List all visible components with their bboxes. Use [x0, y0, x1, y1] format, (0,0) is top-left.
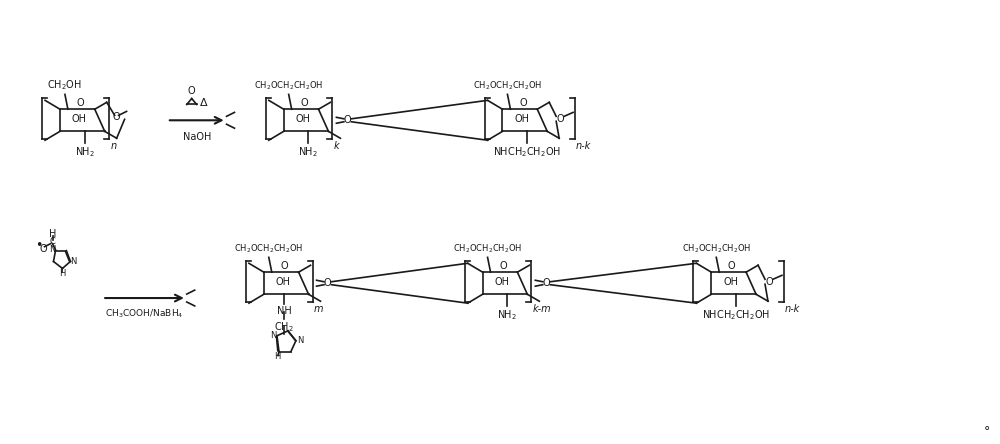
Text: O: O — [765, 277, 773, 287]
Text: NH$_2$: NH$_2$ — [298, 145, 318, 159]
Text: CH$_2$OH: CH$_2$OH — [47, 79, 82, 92]
Text: n: n — [111, 141, 117, 151]
Text: O: O — [113, 112, 120, 123]
Text: O: O — [556, 114, 564, 124]
Text: NHCH$_2$CH$_2$OH: NHCH$_2$CH$_2$OH — [493, 145, 561, 159]
Text: OH: OH — [494, 277, 509, 287]
Text: CH$_2$OCH$_2$CH$_2$OH: CH$_2$OCH$_2$CH$_2$OH — [473, 80, 542, 92]
Text: CH$_2$OCH$_2$CH$_2$OH: CH$_2$OCH$_2$CH$_2$OH — [234, 243, 303, 255]
Text: OH: OH — [276, 277, 291, 287]
Text: O: O — [280, 261, 288, 271]
Text: m: m — [314, 304, 323, 314]
Text: OH: OH — [296, 114, 311, 124]
Text: CH$_2$OCH$_2$CH$_2$OH: CH$_2$OCH$_2$CH$_2$OH — [254, 80, 323, 92]
Text: CH$_2$: CH$_2$ — [274, 320, 294, 334]
Text: O: O — [542, 278, 550, 288]
Text: N: N — [49, 245, 56, 254]
Text: C: C — [50, 237, 55, 246]
Text: O: O — [519, 98, 527, 108]
Text: H: H — [49, 229, 56, 239]
Text: k: k — [333, 141, 339, 151]
Text: •: • — [35, 239, 42, 252]
Text: O: O — [300, 98, 308, 108]
Text: CH$_2$OCH$_2$CH$_2$OH: CH$_2$OCH$_2$CH$_2$OH — [453, 243, 522, 255]
Text: N: N — [70, 257, 77, 266]
Text: k-m: k-m — [532, 304, 551, 314]
Text: $\Delta$: $\Delta$ — [199, 95, 208, 107]
Text: O: O — [728, 261, 736, 271]
Text: H: H — [274, 352, 280, 361]
Text: O: O — [40, 244, 47, 254]
Text: O: O — [188, 86, 196, 95]
Text: OH: OH — [723, 277, 738, 287]
Text: NHCH$_2$CH$_2$OH: NHCH$_2$CH$_2$OH — [702, 308, 770, 322]
Text: °: ° — [984, 425, 990, 438]
Text: O: O — [344, 115, 351, 125]
Text: OH: OH — [72, 114, 87, 124]
Text: N: N — [270, 331, 276, 340]
Text: NH: NH — [277, 305, 291, 316]
Text: NH$_2$: NH$_2$ — [75, 145, 95, 159]
Text: CH$_2$OCH$_2$CH$_2$OH: CH$_2$OCH$_2$CH$_2$OH — [682, 243, 751, 255]
Text: NH$_2$: NH$_2$ — [497, 308, 517, 322]
Text: O: O — [499, 261, 507, 271]
Text: H: H — [59, 269, 66, 278]
Text: n-k: n-k — [576, 141, 591, 151]
Text: OH: OH — [514, 114, 529, 124]
Text: CH$_3$COOH/NaBH$_4$: CH$_3$COOH/NaBH$_4$ — [105, 308, 184, 321]
Text: O: O — [324, 278, 331, 288]
Text: n-k: n-k — [785, 304, 800, 314]
Text: NaOH: NaOH — [183, 132, 211, 142]
Text: N: N — [297, 336, 303, 345]
Text: O: O — [77, 98, 84, 108]
